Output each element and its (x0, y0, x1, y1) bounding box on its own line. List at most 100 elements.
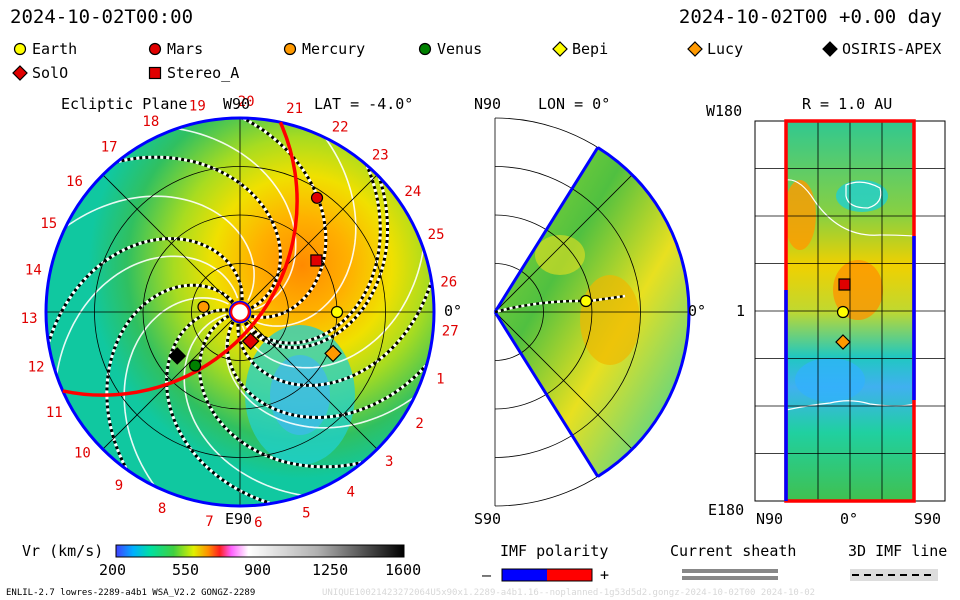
sector-number: 5 (302, 505, 310, 521)
meridional-earth-marker (579, 294, 593, 308)
footer-run-id: UNIQUE10021423272064U5x90x1.2289-a4b1.16… (322, 588, 816, 598)
legend-marker-diamond-icon (12, 65, 28, 81)
sector-number: 2 (415, 416, 423, 432)
legend-label: Venus (437, 40, 483, 58)
header-right-datetime: 2024-10-02T00 +0.00 day (678, 6, 942, 28)
ecliptic-imf-line-white (244, 156, 382, 345)
meridional-outer-boundary (597, 146, 691, 478)
ecliptic-contour-line (183, 313, 316, 498)
sun-marker (229, 301, 251, 323)
sector-number: 23 (372, 147, 389, 163)
ecliptic-imf-line (198, 314, 372, 469)
legend-item-stereo-a: Stereo_A (147, 64, 239, 82)
sector-number: 7 (205, 514, 213, 530)
ecliptic-slow-core (270, 355, 330, 435)
ecliptic-polarity-ring-negative (44, 116, 436, 508)
ecliptic-osiris-apex-marker (168, 347, 187, 365)
ecliptic-imf-line (108, 155, 282, 310)
ecliptic-imf-line-white (46, 237, 244, 353)
meridional-grid (494, 117, 690, 507)
ecliptic-imf-line-white (233, 118, 328, 319)
sector-number: 12 (28, 360, 45, 376)
ecliptic-bodies (168, 191, 344, 372)
sphere-stereo-a-marker (838, 278, 851, 291)
colorbar-tick-200: 200 (99, 561, 127, 579)
legend-label: Bepi (572, 40, 609, 58)
ecliptic-imf-line-white (198, 314, 372, 469)
sector-number: 15 (40, 216, 57, 232)
sector-number: 8 (158, 501, 166, 517)
sphere-contour-2 (786, 179, 914, 237)
sphere-mid-left-label: 1 (736, 302, 746, 320)
ecliptic-bottom-label: E90 (225, 510, 253, 528)
legend-item-earth: Earth (12, 40, 77, 58)
legend-marker-diamond-icon (687, 41, 703, 57)
header-left-datetime: 2024-10-02T00:00 (10, 6, 194, 28)
ecliptic-polarity-ring-positive (62, 121, 299, 397)
sector-number: 1 (436, 371, 444, 387)
sphere-contour-1 (845, 181, 882, 209)
ecliptic-imf-line-white (225, 321, 434, 419)
sphere-lucy-marker (835, 334, 851, 350)
sector-number: 10 (74, 445, 91, 461)
sector-number: 3 (385, 454, 393, 470)
sector-number: 17 (101, 139, 118, 155)
meridional-edge-bottom (493, 311, 600, 478)
colorbar-tick-900: 900 (244, 561, 272, 579)
sphere-earth-marker (836, 305, 850, 319)
legend-marker-circle-icon (148, 42, 162, 56)
ecliptic-venus-marker (189, 359, 202, 372)
colorbar-tick-550: 550 (172, 561, 200, 579)
legend-item-mars: Mars (147, 40, 203, 58)
sphere-grid (786, 121, 914, 501)
ecliptic-imf-line (105, 283, 235, 479)
sun-marker-outer (228, 300, 252, 324)
colorbar-tick-1600: 1600 (385, 561, 422, 579)
sector-number: 11 (46, 405, 63, 421)
ecliptic-right-label: 0° (444, 302, 463, 320)
legend-label: Lucy (707, 40, 744, 58)
legend-marker-diamond-icon (822, 41, 838, 57)
ecliptic-contour-line (55, 195, 255, 301)
legend-marker-square-icon (148, 66, 162, 80)
imf-polarity-minus: – (482, 566, 492, 584)
sector-number: 18 (142, 114, 159, 130)
legend-item-bepi: Bepi (552, 40, 608, 58)
sphere-bottom-label-s90: S90 (914, 510, 942, 528)
legend-marker-diamond-icon (552, 41, 568, 57)
ecliptic-imf-line (165, 308, 281, 506)
sphere-bottom-label-0: 0° (840, 510, 859, 528)
ecliptic-contour-line (225, 323, 425, 429)
sphere-r-label: R = 1.0 AU (802, 95, 893, 113)
legend-label: OSIRIS-APEX (842, 40, 942, 58)
sphere-bottom-left-label: E180 (708, 501, 745, 519)
ecliptic-stereo-a-marker (310, 254, 323, 267)
legend-item-osiris-apex: OSIRIS-APEX (822, 40, 941, 58)
legend-label: SolO (32, 64, 69, 82)
meridional-bottom-label: S90 (474, 510, 502, 528)
ecliptic-imf-line (225, 321, 434, 419)
ecliptic-title: Ecliptic Plane (61, 95, 188, 113)
imf-polarity-title: IMF polarity (500, 542, 609, 560)
meridional-right-label: 0° (688, 302, 707, 320)
ecliptic-earth-marker (330, 305, 344, 319)
meridional-lon-label: LON = 0° (538, 95, 611, 113)
ecliptic-contour-line (123, 297, 229, 497)
sector-number: 20 (238, 94, 255, 110)
ecliptic-imf-line-white (236, 271, 434, 387)
sector-number: 16 (66, 174, 83, 190)
ecliptic-imf-line-white (243, 167, 389, 350)
sector-number: 24 (404, 184, 421, 200)
sphere-fast-region (833, 260, 883, 320)
legend-label: Mercury (302, 40, 366, 58)
ecliptic-imf-line (243, 167, 389, 350)
sector-number: 19 (189, 98, 206, 114)
sphere-panel (754, 119, 946, 503)
sphere-bottom-label-n90: N90 (756, 510, 784, 528)
imf-polarity-negative-swatch (502, 569, 547, 581)
meridional-fast-region-2 (535, 235, 585, 275)
footer-run-info: ENLIL-2.7 lowres-2289-a4b1 WSA_V2.2 GONG… (6, 588, 256, 598)
sector-number: 25 (428, 227, 445, 243)
ecliptic-imf-line (46, 237, 244, 353)
